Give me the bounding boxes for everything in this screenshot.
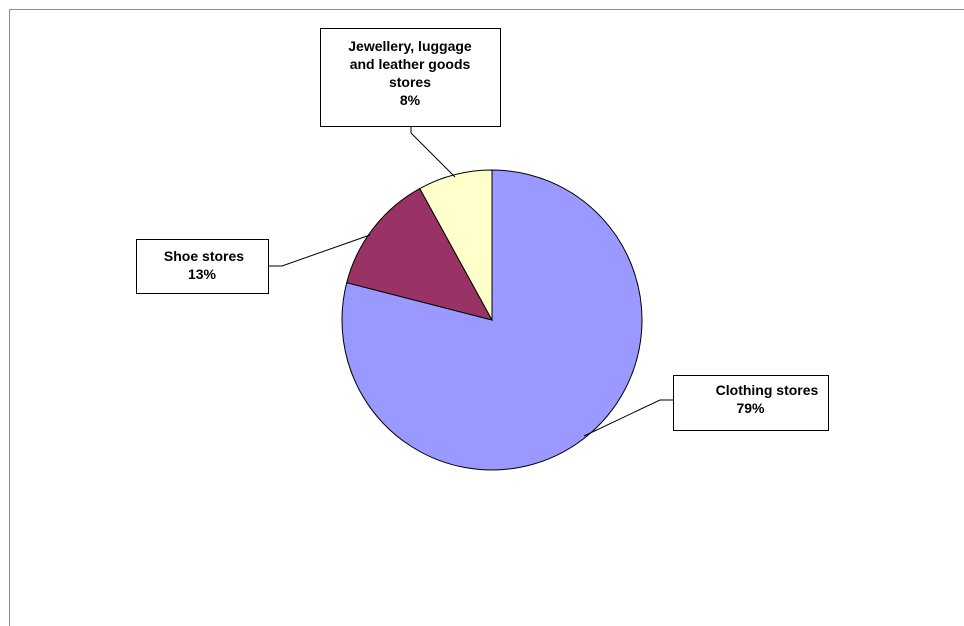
data-label-box [320, 28, 501, 127]
data-label-3: Jewellery, luggage and leather goods store… [320, 28, 501, 127]
data-labels: Clothing stores 79% Shoe stores 13% Jeweller… [136, 28, 829, 431]
pie-slices [341, 169, 643, 471]
chart-area [9, 9, 964, 626]
data-label-2: Shoe stores 13% [136, 239, 269, 294]
data-label-percent: 8% [400, 92, 421, 108]
data-label-box [673, 375, 829, 431]
leader-line-3 [410, 126, 456, 178]
data-label-1: Clothing stores 79% [673, 375, 829, 431]
pie-slice-3 [419, 169, 493, 321]
data-label-category: Shoe stores [164, 248, 244, 264]
data-label-category: and leather goods [350, 56, 471, 72]
data-label-percent: 79% [736, 400, 765, 416]
leader-line-2 [268, 234, 371, 267]
data-label-percent: 13% [188, 266, 217, 282]
pie-slice-2 [346, 187, 493, 321]
data-label-category: Jewellery, luggage [348, 38, 472, 54]
leader-line-1 [583, 399, 673, 437]
data-label-category: stores [389, 74, 431, 90]
leader-lines [268, 126, 673, 437]
data-label-box [136, 239, 269, 294]
data-label-category: Clothing stores [716, 382, 819, 398]
